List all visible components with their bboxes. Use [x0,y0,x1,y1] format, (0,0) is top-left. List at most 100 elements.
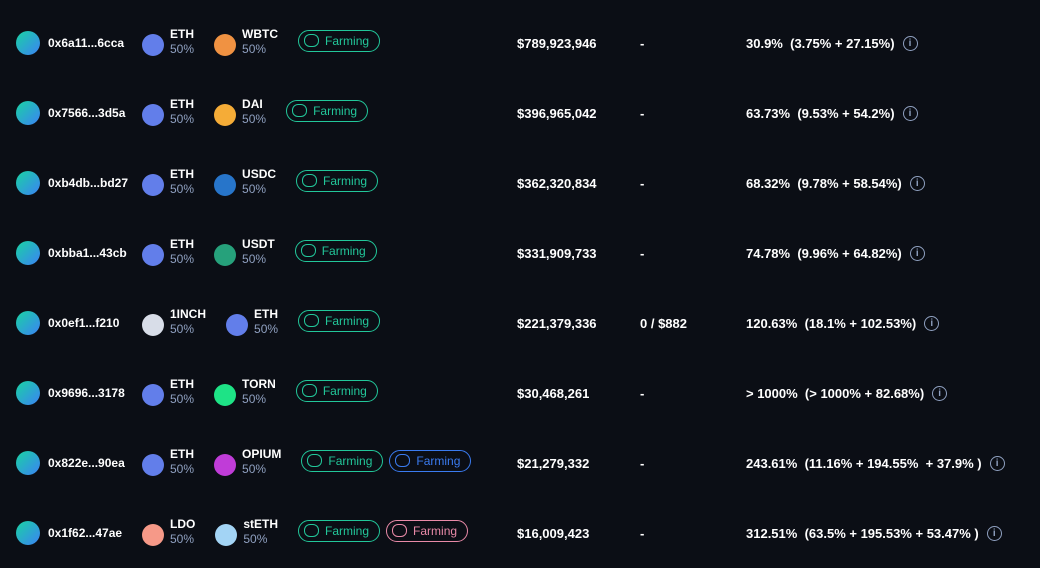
spacer [798,386,805,401]
tokens-cell: ETH 50% OPIUM 50% Farming Farming [142,428,477,498]
token-icon [214,104,237,126]
token-icon [142,314,164,336]
pool-row: 0xb4db...bd27 ETH 50% USDC 50% Farming $362,32… [0,148,1040,218]
token: USDC 50% [214,167,276,197]
farming-badge: Farming [389,450,472,472]
apy-breakdown: (9.78% + 58.54%) [797,175,902,191]
apy-breakdown: (63.5% + 195.53% + 53.47% ) [804,525,979,541]
tvl: $30,468,261 [517,385,590,401]
token-symbol: ETH [170,167,194,181]
info-icon[interactable]: i [902,35,918,51]
apy: 312.51% [746,525,798,541]
apy-cell: 63.73% (9.53% + 54.2%) i [746,78,918,148]
farming-badge: Farming [301,450,384,472]
apy-cell: 30.9% (3.75% + 27.15%) i [746,8,918,78]
farming-badge: Farming [295,380,378,402]
token-weight: 50% [242,462,267,476]
pool-address: 0x7566...3d5a [48,106,126,120]
info-icon[interactable]: i [924,315,940,331]
token-text: stETH 50% [243,517,278,547]
tvl: $331,909,733 [517,245,597,261]
token-text: USDT 50% [242,237,275,267]
tokens-cell: ETH 50% USDC 50% Farming [142,148,384,218]
apy-breakdown: (> 1000% + 82.68%) [804,385,925,401]
pool-icon [16,171,40,195]
token-icon [142,524,164,546]
tokens-cell: ETH 50% WBTC 50% Farming [142,8,386,78]
spacer [797,526,804,541]
token: ETH 50% [142,167,194,197]
token: ETH 50% [142,447,194,477]
token-icon [215,524,238,546]
apy: 30.9% [746,35,783,51]
apy-breakdown: (9.53% + 54.2%) [797,105,895,121]
token-icon [214,384,237,406]
pool-row: 0x1f62...47ae LDO 50% stETH 50% Farming Farmin… [0,498,1040,568]
pool-cell: 0x6a11...6cca [16,8,124,78]
token-icon [142,104,164,126]
volume: - [640,455,645,471]
apy-cell: > 1000% (> 1000% + 82.68%) i [746,358,948,428]
info-icon[interactable]: i [932,385,948,401]
apy: > 1000% [746,385,798,401]
spacer [797,456,804,471]
token: USDT 50% [214,237,275,267]
farming-badge: Farming [294,240,377,262]
token-symbol: DAI [242,97,263,111]
spacer [790,176,797,191]
pool-row: 0x822e...90ea ETH 50% OPIUM 50% Farming Farmin… [0,428,1040,498]
pool-icon [16,241,40,265]
token-weight: 50% [170,42,195,56]
token-icon [214,174,237,196]
page: 0x6a11...6cca ETH 50% WBTC 50% Farming $789,92… [0,8,1040,546]
apy-breakdown: (9.96% + 64.82%) [797,245,902,261]
pool-address: 0x0ef1...f210 [48,316,120,330]
farming-badge: Farming [298,30,381,52]
apy: 243.61% [746,455,798,471]
tvl: $789,923,946 [517,35,597,51]
info-icon[interactable]: i [989,455,1005,471]
tokens-cell: ETH 50% TORN 50% Farming [142,358,384,428]
pool-row: 0x7566...3d5a ETH 50% DAI 50% Farming $396,965… [0,78,1040,148]
token-icon [142,34,164,56]
token-symbol: WBTC [242,27,279,41]
token-text: WBTC 50% [242,27,278,57]
token: 1INCH 50% [142,307,206,337]
pool-icon [16,521,40,545]
token-text: ETH 50% [254,307,278,337]
info-icon[interactable]: i [986,525,1002,541]
pool-icon [16,311,40,335]
apy-cell: 243.61% (11.16% + 194.55% + 37.9% ) i [746,428,1005,498]
pool-row: 0x0ef1...f210 1INCH 50% ETH 50% Farming $221,3… [0,288,1040,358]
info-icon[interactable]: i [902,105,918,121]
token-icon [142,244,164,266]
token-weight: 50% [242,252,267,266]
token: LDO 50% [142,517,195,547]
apy-cell: 68.32% (9.78% + 58.54%) i [746,148,925,218]
farming-badge: Farming [386,520,469,542]
tokens-cell: 1INCH 50% ETH 50% Farming [142,288,386,358]
token-symbol: LDO [170,517,196,531]
volume: - [640,35,645,51]
token-icon [142,384,164,406]
pool-row: 0x6a11...6cca ETH 50% WBTC 50% Farming $789,92… [0,8,1040,78]
apy: 63.73% [746,105,791,121]
token-text: 1INCH 50% [170,307,206,337]
info-icon[interactable]: i [909,245,925,261]
token-text: LDO 50% [170,517,195,547]
token-symbol: stETH [243,517,279,531]
pool-cell: 0xbba1...43cb [16,218,127,288]
tvl: $221,379,336 [517,315,597,331]
farming-badge: Farming [286,100,369,122]
token-weight: 50% [243,532,268,546]
token-weight: 50% [170,322,195,336]
token: TORN 50% [214,377,276,407]
token: DAI 50% [214,97,267,127]
token-weight: 50% [242,112,267,126]
tokens-cell: ETH 50% USDT 50% Farming [142,218,383,288]
volume: - [640,105,645,121]
info-icon[interactable]: i [909,175,925,191]
token-text: TORN 50% [242,377,276,407]
token: ETH 50% [226,307,278,337]
pool-icon [16,101,40,125]
